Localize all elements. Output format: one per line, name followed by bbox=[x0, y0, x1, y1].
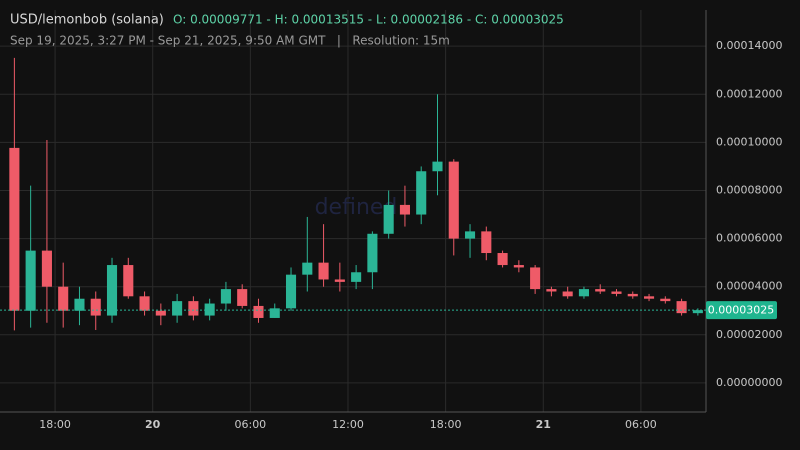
x-tick-label: 06:00 bbox=[625, 418, 657, 431]
candle-body bbox=[367, 233, 378, 273]
x-tick-label: 18:00 bbox=[39, 418, 71, 431]
ohlc-stats: O: 0.00009771 - H: 0.00013515 - L: 0.000… bbox=[173, 13, 564, 27]
candle-body bbox=[481, 231, 492, 254]
candle-body bbox=[432, 161, 443, 172]
candle-body bbox=[643, 296, 655, 299]
x-tick-label: 20 bbox=[145, 418, 161, 431]
x-tick-label: 06:00 bbox=[234, 418, 266, 431]
grid bbox=[0, 10, 706, 412]
candle-body bbox=[188, 301, 199, 316]
y-tick-label: 0.00002000 bbox=[716, 328, 782, 341]
candle-body bbox=[90, 298, 101, 316]
y-tick-label: 0.00012000 bbox=[716, 87, 782, 100]
x-tick-label: 12:00 bbox=[332, 418, 364, 431]
candle-body bbox=[302, 262, 313, 275]
x-tick-label: 18:00 bbox=[430, 418, 462, 431]
candle-body bbox=[692, 310, 703, 314]
candle-body bbox=[416, 171, 427, 215]
candle-body bbox=[318, 262, 329, 280]
candle-body bbox=[464, 231, 476, 239]
candle-body bbox=[172, 301, 183, 316]
y-tick-label: 0.00014000 bbox=[716, 39, 782, 52]
candle-body bbox=[253, 305, 264, 318]
watermark: defined bbox=[315, 195, 398, 220]
y-tick-label: 0.00006000 bbox=[716, 232, 782, 245]
candle-body bbox=[25, 250, 36, 311]
candle-body bbox=[269, 308, 280, 318]
y-tick-label: 0.00004000 bbox=[716, 280, 782, 293]
candle-body bbox=[595, 289, 606, 292]
candle-body bbox=[220, 289, 231, 304]
candle-body bbox=[399, 204, 410, 215]
candle-body bbox=[383, 204, 394, 234]
candle-body bbox=[351, 272, 362, 282]
y-tick-label: 0.00010000 bbox=[716, 135, 782, 148]
candle-body bbox=[58, 286, 69, 311]
candle-body bbox=[204, 303, 215, 316]
y-tick-label: 0.00000000 bbox=[716, 376, 782, 389]
candle-body bbox=[74, 298, 85, 311]
last-price-label: 0.00003025 bbox=[708, 304, 774, 317]
candle-body bbox=[497, 253, 508, 266]
candle-body bbox=[155, 310, 166, 316]
last-price-badge bbox=[706, 301, 777, 320]
candle-body bbox=[41, 250, 52, 287]
candle-body bbox=[334, 279, 345, 282]
candle-body bbox=[106, 265, 118, 316]
candle-body bbox=[627, 293, 638, 297]
candle-body bbox=[9, 147, 20, 311]
candle-body bbox=[660, 298, 671, 302]
candle-body bbox=[578, 289, 589, 297]
candle-body bbox=[611, 291, 622, 294]
candle-body bbox=[448, 161, 459, 239]
chart-title: USD/lemonbob (solana) bbox=[10, 13, 164, 28]
candle-body bbox=[530, 267, 541, 290]
candle-body bbox=[546, 289, 557, 292]
candle-body bbox=[123, 265, 134, 297]
x-tick-label: 21 bbox=[536, 418, 551, 431]
candle-body bbox=[513, 265, 524, 268]
candle-body bbox=[285, 274, 297, 309]
candle-body bbox=[676, 301, 687, 314]
subtitle: Sep 19, 2025, 3:27 PM - Sep 21, 2025, 9:… bbox=[10, 34, 450, 48]
candle-body bbox=[237, 289, 248, 306]
candle-body bbox=[562, 291, 573, 297]
candle-body bbox=[139, 296, 150, 311]
y-tick-label: 0.00008000 bbox=[716, 183, 782, 196]
candles bbox=[9, 57, 703, 331]
